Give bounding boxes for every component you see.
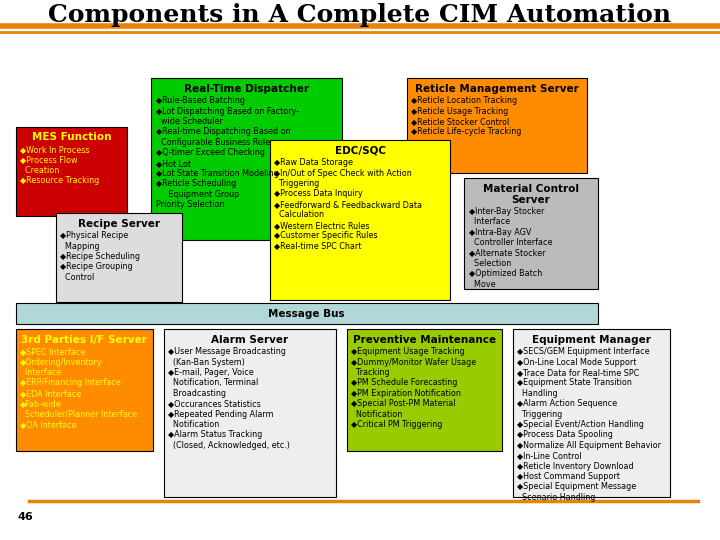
Text: Equipment Manager: Equipment Manager: [531, 335, 651, 345]
Text: Alarm Server: Alarm Server: [211, 335, 289, 345]
Text: Components in A Complete CIM Automation: Components in A Complete CIM Automation: [48, 3, 672, 27]
Bar: [16, 127, 127, 216]
Text: Reticle Management Server: Reticle Management Server: [415, 84, 579, 94]
Text: 3rd Parties I/F Server: 3rd Parties I/F Server: [22, 335, 147, 345]
Text: ◆SECS/GEM Equipment Interface
◆On-Line Local Mode Support
◆Trace Data for Real-t: ◆SECS/GEM Equipment Interface ◆On-Line L…: [517, 347, 661, 502]
Text: ◆Rule-Based Batching
◆Lot Dispatching Based on Factory-
  wide Scheduler
◆Real-t: ◆Rule-Based Batching ◆Lot Dispatching Ba…: [156, 96, 299, 209]
Text: Preventive Maintenance: Preventive Maintenance: [353, 335, 496, 345]
Bar: [151, 78, 342, 240]
Text: ◆SPEC Interface
◆Ordering/Inventory
  Interface
◆ERP/Financing Interface
◆EDA In: ◆SPEC Interface ◆Ordering/Inventory Inte…: [20, 347, 138, 429]
Text: ◆Raw Data Storage
◆In/Out of Spec Check with Action
  Triggering
◆Process Data I: ◆Raw Data Storage ◆In/Out of Spec Check …: [274, 158, 423, 251]
Bar: [16, 303, 598, 324]
Bar: [464, 178, 598, 289]
Text: ◆Physical Recipe
  Mapping
◆Recipe Scheduling
◆Recipe Grouping
  Control: ◆Physical Recipe Mapping ◆Recipe Schedul…: [60, 231, 140, 282]
Text: ◆User Message Broadcasting
  (Kan-Ban System)
◆E-mail, Pager, Voice
  Notificati: ◆User Message Broadcasting (Kan-Ban Syst…: [168, 347, 290, 450]
Text: Real-Time Dispatcher: Real-Time Dispatcher: [184, 84, 309, 94]
Bar: [56, 213, 182, 302]
Text: ◆Work In Process
◆Process Flow
  Creation
◆Resource Tracking: ◆Work In Process ◆Process Flow Creation …: [20, 145, 99, 185]
Text: ◆Reticle Location Tracking
◆Reticle Usage Tracking
◆Reticle Stocker Control
◆Ret: ◆Reticle Location Tracking ◆Reticle Usag…: [411, 96, 521, 136]
Text: Message Bus: Message Bus: [269, 309, 345, 319]
Text: 46: 46: [18, 512, 34, 522]
Text: MES Function: MES Function: [32, 132, 112, 143]
Bar: [407, 78, 587, 173]
Bar: [513, 329, 670, 497]
Text: EDC/SQC: EDC/SQC: [335, 146, 385, 156]
Bar: [16, 329, 153, 451]
Text: Recipe Server: Recipe Server: [78, 219, 160, 229]
Bar: [164, 329, 336, 497]
Bar: [270, 140, 450, 300]
Bar: [347, 329, 502, 451]
Text: ◆Inter-Bay Stocker
  Interface
◆Intra-Bay AGV
  Controller Interface
◆Alternate : ◆Inter-Bay Stocker Interface ◆Intra-Bay …: [469, 207, 552, 288]
Text: ◆Equipment Usage Tracking
◆Dummy/Monitor Wafer Usage
  Tracking
◆PM Schedule For: ◆Equipment Usage Tracking ◆Dummy/Monitor…: [351, 347, 477, 429]
Text: Material Control
Server: Material Control Server: [483, 184, 579, 205]
